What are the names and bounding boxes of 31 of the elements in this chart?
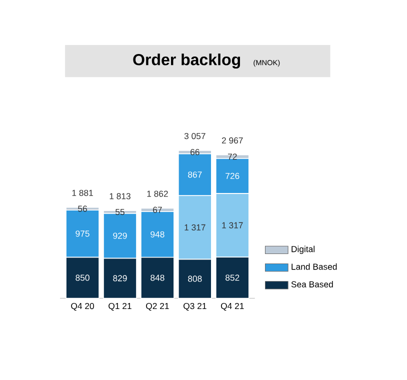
data-label: 829	[113, 275, 127, 282]
data-label: 852	[226, 274, 240, 281]
data-label: 67	[153, 206, 162, 213]
data-label: 848	[150, 274, 164, 281]
data-label: 56	[78, 206, 87, 212]
legend-label: Land Based	[292, 263, 337, 270]
x-tick-label: Q3 21	[184, 302, 206, 310]
total-label: 1 881	[72, 190, 93, 196]
x-tick-label: Q2 21	[146, 302, 169, 310]
data-label: 1 317	[184, 224, 206, 230]
data-label: 850	[76, 274, 90, 281]
data-label: 948	[150, 231, 164, 238]
data-label: 975	[76, 230, 90, 237]
legend-label: Digital	[292, 246, 314, 254]
data-label: 66	[190, 148, 200, 156]
data-label: 55	[116, 208, 124, 215]
total-label: 3 057	[184, 132, 206, 139]
x-tick-label: Q4 21	[220, 302, 244, 310]
legend-label: Sea Based	[291, 280, 333, 288]
total-label: 1 862	[147, 190, 168, 197]
data-label: 867	[188, 171, 202, 178]
data-label: 1 317	[222, 222, 243, 228]
data-label: 726	[226, 172, 240, 179]
chart-title: Order backlog	[133, 53, 240, 68]
x-tick-label: Q4 20	[71, 302, 94, 310]
total-label: 1 813	[110, 192, 130, 200]
data-label: 72	[228, 153, 237, 160]
data-label: 808	[188, 276, 202, 282]
data-label: 929	[113, 232, 127, 239]
total-label: 2 967	[222, 137, 243, 144]
x-tick-label: Q1 21	[108, 302, 132, 310]
